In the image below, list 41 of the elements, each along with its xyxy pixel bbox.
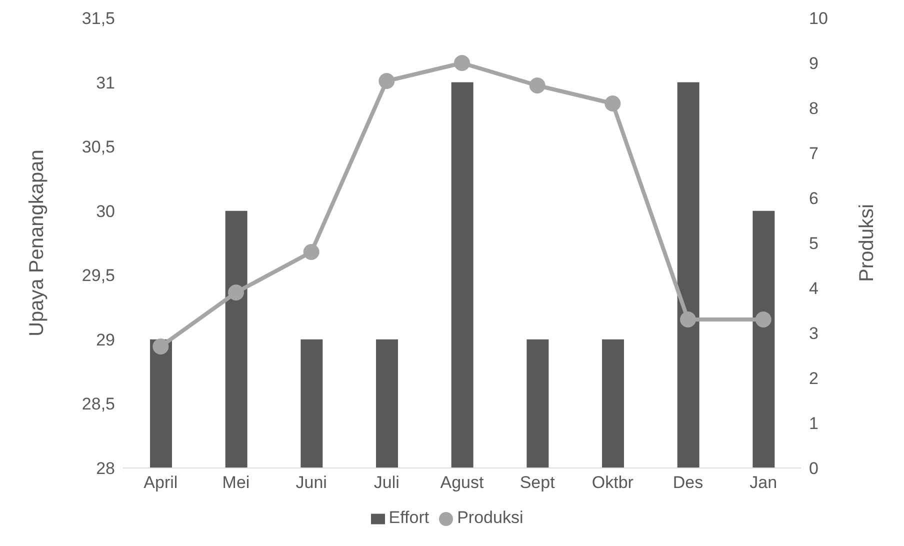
y2-tick-label: 0 — [809, 459, 818, 478]
y2-tick-label: 10 — [809, 9, 828, 28]
y-tick-label: 28,5 — [82, 394, 115, 414]
point — [152, 338, 169, 354]
y2-tick-label: 8 — [809, 99, 818, 118]
x-tick-label: Des — [672, 473, 704, 492]
y-tick-label: 30 — [96, 202, 115, 221]
y2-tick-label: 9 — [809, 54, 818, 74]
y2-axis-title: Produksi — [856, 204, 878, 282]
point — [680, 312, 696, 328]
y-tick-label: 29 — [96, 330, 115, 350]
y2-tick-label: 1 — [809, 414, 818, 434]
point — [454, 55, 470, 71]
x-tick-label: Oktbr — [592, 473, 634, 492]
y-axis-title: Upaya Penangkapan — [26, 150, 48, 336]
y-tick-label: 31,5 — [82, 9, 115, 28]
y2-tick-label: 4 — [809, 279, 818, 298]
y2-tick-label: 7 — [809, 144, 818, 164]
y-tick-label: 31 — [96, 73, 115, 92]
x-tick-label: April — [144, 473, 178, 492]
point — [529, 78, 546, 94]
y2-tick-label: 2 — [809, 369, 818, 388]
x-tick-label: Juli — [374, 473, 400, 492]
y-tick-label: 29,5 — [82, 266, 115, 286]
y-tick-label: 28 — [96, 459, 115, 478]
point — [378, 73, 395, 89]
y2-tick-label: 5 — [809, 234, 818, 254]
point — [604, 96, 621, 112]
x-tick-label: Jan — [750, 473, 778, 492]
point — [228, 284, 244, 300]
y2-tick-label: 3 — [809, 324, 818, 344]
point — [303, 244, 320, 260]
point — [755, 312, 772, 328]
legend-label: Produksi — [457, 508, 524, 527]
x-tick-label: Agust — [440, 473, 484, 492]
y2-tick-label: 6 — [809, 189, 818, 208]
legend-label: Effort — [388, 508, 430, 527]
x-tick-label: Mei — [222, 473, 250, 492]
x-tick-label: Juni — [296, 473, 327, 492]
x-tick-label: Sept — [520, 473, 556, 492]
y-tick-label: 30,5 — [82, 138, 115, 157]
